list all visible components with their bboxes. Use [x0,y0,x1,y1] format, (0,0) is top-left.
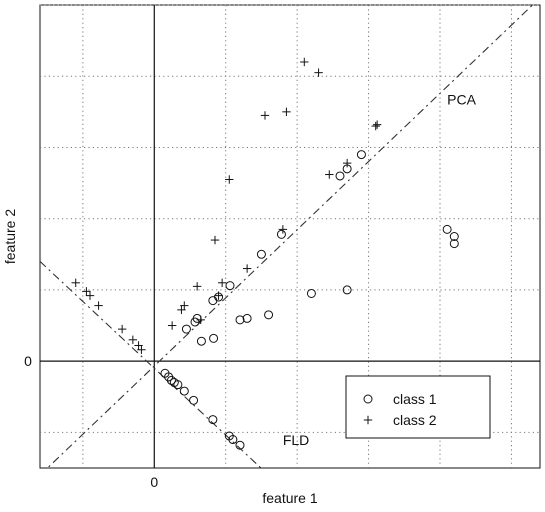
fld-reference-line [40,261,262,468]
y-tick-label-0: 0 [24,353,32,369]
legend-marker-class-2 [363,415,373,425]
class-1-point [442,224,452,234]
class-2-point [214,291,223,300]
class-2-point [225,175,234,184]
class-1-point [189,395,199,405]
reference-lines-layer [40,5,534,468]
class-2-point [242,264,252,273]
plot-frame [39,4,541,469]
legend-class-2-marker [363,415,373,425]
class-2-point [260,111,270,120]
class-1-point [179,386,189,396]
pca-reference-line [46,5,534,468]
x-axis-label: feature 1 [262,490,317,506]
class-2-point [94,301,103,310]
legend: class 1 class 2 [345,375,491,439]
class-2-point [180,301,189,310]
class-1-point [181,324,191,334]
class-1-point [208,296,218,306]
class-2-point [167,321,177,330]
class-2-point [85,291,95,300]
legend-box [345,375,491,439]
class-2-point [177,305,186,315]
class-1-point [166,375,176,385]
class-1-point [173,380,183,390]
class-1-point [356,150,366,160]
class-1-point [276,229,286,239]
class-2-point [217,278,227,287]
legend-marker-class-1 [363,394,373,404]
class-1-point [306,288,316,298]
class-2-point [342,158,352,168]
class-2-point [137,345,146,354]
class-1-point [208,415,218,425]
class-2-point [134,341,143,350]
class-2-point [192,282,202,291]
class-2-point [325,170,334,179]
points-layer [71,57,459,450]
class-1-point [449,232,459,241]
class-1-point [209,333,219,343]
class-1-point [225,281,235,291]
class-1-point [228,435,238,445]
class-2-point [372,120,382,129]
y-axis-label: feature 2 [2,209,18,264]
class-2-point [196,315,205,325]
class-1-point [342,285,352,295]
class-1-point [335,171,345,181]
class-1-point [235,315,245,325]
class-1-point [264,310,274,320]
class-1-point [242,313,252,323]
class-2-point [282,107,291,117]
class-2-point [117,324,127,334]
legend-label-class-2: class 2 [393,412,437,428]
x-tick-label-0: 0 [150,474,158,490]
class-2-point [71,278,80,287]
class-2-point [82,287,91,296]
class-1-point [256,249,266,259]
legend-label-class-1: class 1 [393,391,437,407]
pca-annotation: PCA [447,92,476,108]
axes-layer [40,5,540,468]
class-2-point [278,225,288,234]
class-2-point [210,235,220,245]
class-2-point [300,57,309,67]
class-2-point [371,121,380,131]
class-1-point [235,440,245,450]
class-2-point [128,335,138,344]
class-2-point [314,68,323,77]
fld-annotation: FLD [283,432,309,448]
class-1-point [449,239,459,249]
legend-class-1-marker [363,394,373,404]
class-1-point [196,336,206,346]
